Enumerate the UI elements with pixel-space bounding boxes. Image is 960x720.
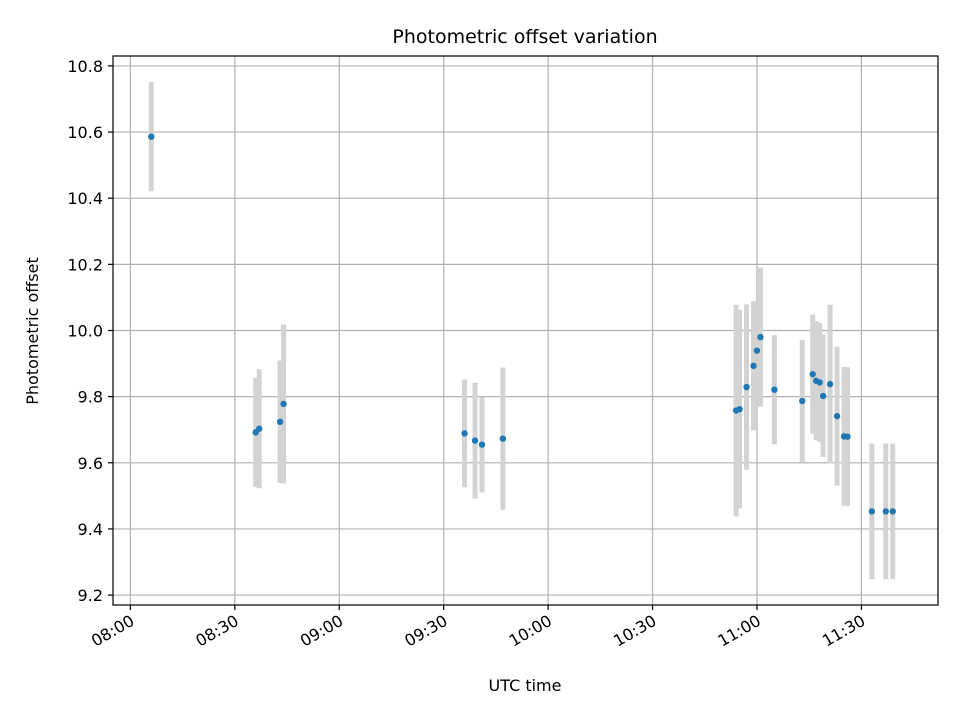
data-point — [819, 392, 827, 400]
x-axis-label: UTC time — [489, 676, 562, 695]
y-tick-label: 9.4 — [78, 520, 103, 539]
y-axis-label: Photometric offset — [23, 257, 42, 405]
data-point — [499, 435, 507, 442]
data-point — [743, 383, 750, 391]
data-point — [750, 362, 757, 370]
data-point — [736, 406, 743, 413]
y-tick-label: 10.0 — [67, 322, 103, 341]
data-point — [757, 333, 764, 341]
data-point — [148, 133, 155, 140]
y-tick-label: 10.4 — [67, 189, 103, 208]
data-point — [753, 347, 761, 354]
y-tick-label: 10.6 — [67, 123, 103, 142]
data-point — [826, 380, 834, 388]
data-point — [471, 437, 479, 444]
data-point — [478, 441, 486, 448]
y-tick-label: 9.2 — [78, 586, 103, 605]
y-tick-label: 10.8 — [67, 57, 103, 76]
data-point — [844, 433, 851, 440]
data-point — [882, 508, 889, 515]
data-point — [889, 508, 896, 515]
data-point — [809, 370, 816, 378]
data-point — [816, 379, 823, 386]
y-axis-ticks: 9.2 9.4 9.6 9.8 10.0 10.2 10.4 10.6 10.8 — [67, 57, 113, 605]
data-point — [799, 397, 806, 405]
y-tick-label: 9.8 — [78, 388, 103, 407]
data-point — [833, 412, 841, 420]
data-point — [256, 425, 263, 432]
chart-title: Photometric offset variation — [392, 26, 657, 48]
data-point — [771, 386, 778, 393]
y-tick-label: 9.6 — [78, 454, 103, 473]
data-points — [148, 133, 896, 515]
data-point — [276, 418, 284, 425]
grid — [113, 56, 938, 605]
data-point — [280, 400, 287, 408]
data-point — [868, 508, 876, 515]
data-point — [461, 430, 468, 437]
y-tick-label: 10.2 — [67, 255, 103, 274]
